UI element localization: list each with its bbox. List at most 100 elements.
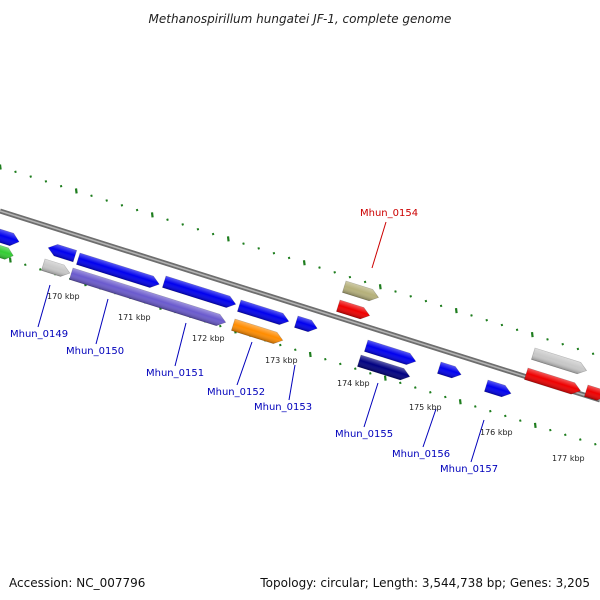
scale-dot bbox=[8, 257, 12, 263]
gene-label[interactable]: Mhun_0152 bbox=[207, 387, 265, 398]
scale-dot bbox=[219, 324, 222, 328]
gene-feature[interactable] bbox=[0, 228, 21, 248]
scale-dot bbox=[515, 328, 519, 332]
scale-dot bbox=[414, 386, 417, 389]
gene-label[interactable]: Mhun_0155 bbox=[335, 429, 393, 440]
gene-feature[interactable] bbox=[342, 280, 380, 303]
scale-dot bbox=[564, 433, 567, 437]
gene-label[interactable]: Mhun_0153 bbox=[254, 402, 312, 413]
scale-dot bbox=[444, 395, 447, 399]
gene-feature[interactable] bbox=[484, 379, 512, 399]
scale-dot bbox=[500, 323, 504, 327]
scale-dot bbox=[294, 348, 297, 352]
tick-label: 171 kbp bbox=[118, 313, 151, 322]
scale-dot bbox=[0, 164, 2, 170]
gene-feature[interactable] bbox=[76, 252, 161, 290]
scale-dot bbox=[519, 419, 522, 422]
gene-label[interactable]: Mhun_0150 bbox=[66, 346, 124, 357]
scale-dot bbox=[369, 372, 372, 375]
gene-feature[interactable] bbox=[237, 299, 290, 327]
tick-label: 174 kbp bbox=[337, 379, 370, 388]
genome-title: Methanospirillum hungatei JF-1, complete… bbox=[149, 12, 452, 26]
scale-dot bbox=[454, 308, 458, 314]
scale-dot bbox=[485, 318, 488, 322]
scale-dot bbox=[394, 290, 397, 293]
scale-dot bbox=[549, 428, 552, 432]
gene-feature[interactable] bbox=[357, 354, 411, 382]
tick-dots bbox=[0, 164, 597, 446]
gene-label-leader bbox=[470, 419, 485, 463]
gene-feature[interactable] bbox=[584, 384, 600, 402]
scale-dot bbox=[39, 268, 42, 271]
scale-dot bbox=[354, 367, 357, 370]
gene-feature[interactable] bbox=[437, 361, 463, 380]
scale-dot bbox=[302, 260, 306, 266]
scale-dot bbox=[29, 175, 32, 178]
scale-dot bbox=[324, 357, 327, 361]
tick-label: 176 kbp bbox=[480, 428, 513, 437]
scale-dot bbox=[150, 212, 154, 218]
scale-dot bbox=[378, 284, 382, 290]
tick-labels: 170 kbp 171 kbp 172 kbp 173 kbp 174 kbp 175 k… bbox=[47, 292, 585, 463]
gene-label-leader bbox=[174, 322, 187, 367]
feature-track bbox=[0, 228, 600, 402]
gene-feature[interactable] bbox=[46, 242, 78, 263]
tick-label: 172 kbp bbox=[192, 334, 225, 343]
gene-label[interactable]: Mhun_0154 bbox=[360, 208, 418, 219]
gene-label-leader bbox=[363, 382, 379, 428]
gene-label[interactable]: Mhun_0151 bbox=[146, 368, 204, 379]
scale-dot bbox=[409, 294, 412, 298]
scale-dot bbox=[489, 409, 492, 413]
scale-dot bbox=[576, 347, 580, 351]
scale-dot bbox=[348, 275, 352, 279]
gene-feature[interactable] bbox=[524, 367, 582, 397]
gene-feature[interactable] bbox=[531, 347, 588, 376]
scale-dot bbox=[339, 362, 342, 366]
scale-dot bbox=[105, 199, 108, 202]
scale-dot bbox=[279, 343, 282, 347]
gene-feature[interactable] bbox=[41, 258, 71, 279]
scale-dot bbox=[383, 375, 387, 381]
scale-dot bbox=[533, 422, 537, 429]
gene-feature[interactable] bbox=[294, 315, 319, 334]
scale-dot bbox=[579, 438, 582, 441]
scale-dot bbox=[226, 236, 230, 242]
gene-feature[interactable] bbox=[231, 318, 284, 346]
gene-feature[interactable] bbox=[0, 243, 15, 261]
scale-dot bbox=[429, 391, 432, 394]
scale-dot bbox=[474, 405, 477, 408]
scale-dot bbox=[242, 242, 245, 245]
gene-label-leader bbox=[236, 341, 253, 386]
scale-dot bbox=[594, 442, 597, 446]
scale-dot bbox=[470, 314, 473, 317]
scale-dot bbox=[363, 280, 367, 284]
tick-label: 175 kbp bbox=[409, 403, 442, 412]
tick-label: 173 kbp bbox=[265, 356, 298, 365]
scale-dot bbox=[287, 256, 291, 260]
scale-dot bbox=[424, 299, 428, 303]
scale-dot bbox=[318, 266, 321, 269]
scale-dot bbox=[561, 342, 564, 346]
scale-dot bbox=[308, 351, 312, 358]
gene-label-leader bbox=[95, 298, 109, 345]
accession-text: Accession: NC_007796 bbox=[9, 576, 145, 590]
scale-dot bbox=[44, 180, 48, 183]
gene-feature[interactable] bbox=[364, 339, 417, 367]
scale-dot bbox=[24, 263, 27, 267]
scale-dot bbox=[333, 271, 336, 274]
gene-feature[interactable] bbox=[336, 299, 371, 321]
genome-backbone bbox=[0, 208, 600, 403]
gene-label[interactable]: Mhun_0156 bbox=[392, 449, 450, 460]
gene-feature[interactable] bbox=[69, 267, 227, 328]
scale-dot bbox=[14, 170, 17, 174]
gene-label[interactable]: Mhun_0157 bbox=[440, 464, 498, 475]
scale-dot bbox=[166, 218, 169, 221]
scale-dot bbox=[59, 184, 63, 188]
gene-label[interactable]: Mhun_0149 bbox=[10, 329, 68, 340]
gene-feature[interactable] bbox=[162, 275, 237, 310]
scale-dot bbox=[458, 399, 462, 405]
scale-dot bbox=[439, 304, 443, 308]
scale-dot bbox=[530, 331, 534, 338]
gene-label-leader bbox=[422, 408, 437, 448]
